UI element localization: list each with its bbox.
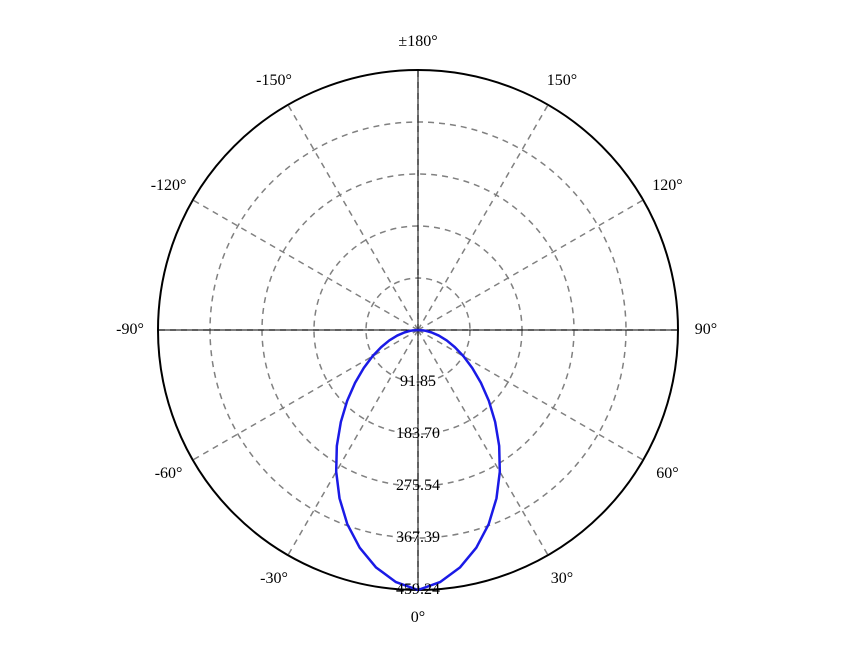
angle-label: 120° — [652, 177, 682, 195]
radial-label: 367.39 — [396, 529, 440, 547]
angle-label: 0° — [411, 609, 425, 627]
angle-label: 150° — [547, 72, 577, 90]
angle-label: -150° — [256, 72, 292, 90]
angle-label: -120° — [151, 177, 187, 195]
angle-label: -60° — [155, 465, 183, 483]
angle-label: 30° — [551, 570, 573, 588]
polar-chart-container: 0° 30° 60° 90° 120° 150° ±180° -150° -120° -90° -6… — [0, 0, 859, 659]
angle-label: -30° — [260, 570, 288, 588]
angle-label: 60° — [656, 465, 678, 483]
radial-label: 183.70 — [396, 425, 440, 443]
angle-label: 90° — [695, 321, 717, 339]
radial-label: 275.54 — [396, 477, 440, 495]
radial-label: 91.85 — [400, 373, 436, 391]
radial-label: 459.24 — [396, 581, 440, 599]
angle-label: -90° — [116, 321, 144, 339]
angle-label: ±180° — [398, 33, 437, 51]
